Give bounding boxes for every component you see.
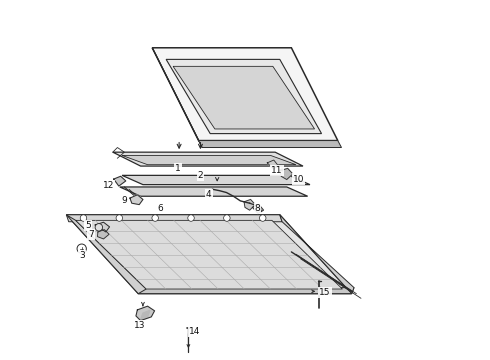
Text: 5: 5 <box>85 221 91 230</box>
Text: 4: 4 <box>206 190 212 199</box>
Polygon shape <box>95 222 110 232</box>
Polygon shape <box>152 48 202 148</box>
Polygon shape <box>252 204 264 213</box>
Polygon shape <box>66 215 146 294</box>
Text: 6: 6 <box>158 204 164 213</box>
Text: 13: 13 <box>134 321 146 330</box>
Polygon shape <box>244 199 255 210</box>
Text: 15: 15 <box>319 288 331 297</box>
Polygon shape <box>114 176 126 186</box>
Polygon shape <box>98 230 109 239</box>
Polygon shape <box>173 66 315 129</box>
Circle shape <box>152 215 158 221</box>
Text: 10: 10 <box>293 175 304 184</box>
Polygon shape <box>136 306 154 320</box>
Polygon shape <box>280 168 293 180</box>
Polygon shape <box>152 48 338 140</box>
Text: 9: 9 <box>122 196 127 205</box>
Text: 8: 8 <box>255 204 260 213</box>
Text: 7: 7 <box>88 230 94 239</box>
Circle shape <box>80 215 87 221</box>
Circle shape <box>95 224 102 231</box>
Text: 11: 11 <box>271 166 283 175</box>
Polygon shape <box>122 175 310 185</box>
Circle shape <box>77 244 86 253</box>
Polygon shape <box>66 215 282 222</box>
Circle shape <box>260 215 266 221</box>
Polygon shape <box>138 288 354 294</box>
Circle shape <box>188 215 194 221</box>
Circle shape <box>223 215 230 221</box>
Polygon shape <box>75 220 343 289</box>
Text: 3: 3 <box>79 251 85 260</box>
Circle shape <box>116 215 122 221</box>
Text: 14: 14 <box>189 327 200 336</box>
Polygon shape <box>113 152 303 166</box>
Polygon shape <box>141 310 150 320</box>
Text: 12: 12 <box>102 181 114 190</box>
Polygon shape <box>280 215 354 294</box>
Polygon shape <box>198 140 342 148</box>
Polygon shape <box>267 160 277 169</box>
Polygon shape <box>122 156 296 165</box>
Polygon shape <box>130 195 143 204</box>
Polygon shape <box>166 59 321 134</box>
Text: 2: 2 <box>197 171 203 180</box>
Polygon shape <box>66 215 352 294</box>
Text: 1: 1 <box>175 164 181 173</box>
Polygon shape <box>120 187 308 196</box>
